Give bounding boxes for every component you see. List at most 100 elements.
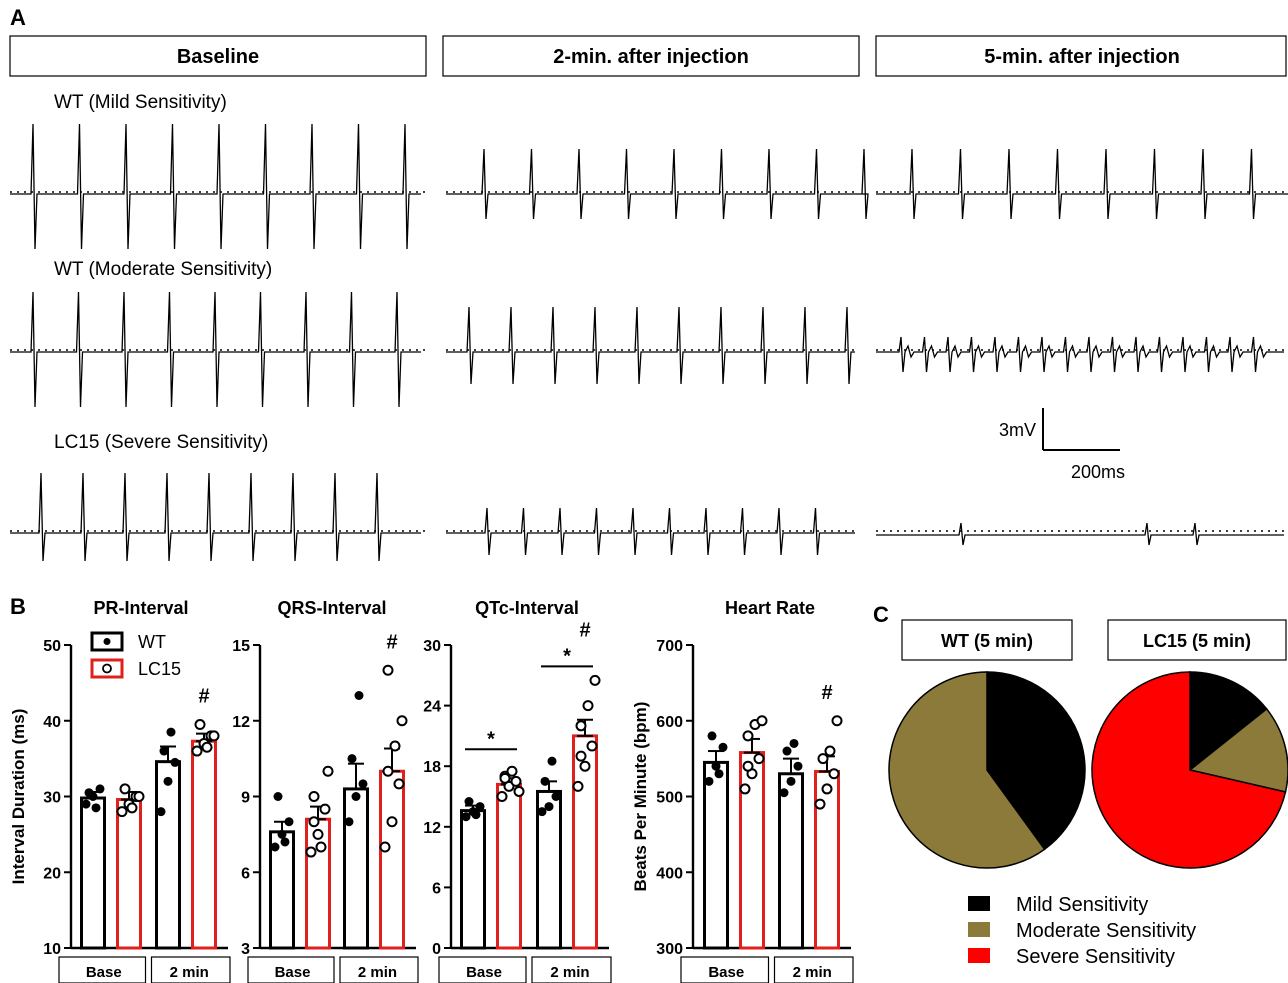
data-point <box>393 778 405 790</box>
data-point <box>756 715 768 727</box>
y-tick-label: 18 <box>423 759 441 776</box>
group-box <box>773 956 854 983</box>
group-label: Base <box>708 964 744 981</box>
data-point <box>586 740 598 752</box>
pie-charts: WT (5 min) LC15 (5 min) <box>888 619 1288 869</box>
ecg-trace <box>10 291 421 408</box>
trace-row-label-wt-mild: WT (Mild Sensitivity) <box>54 92 227 113</box>
chart-title: Heart Rate <box>725 598 815 618</box>
data-point <box>386 816 398 828</box>
data-point <box>277 829 287 839</box>
y-tick-label: 700 <box>656 638 683 655</box>
data-point <box>782 746 792 756</box>
pie-slice <box>888 671 1046 869</box>
pie-slice <box>986 671 1086 851</box>
group-label: Base <box>275 964 311 981</box>
data-point <box>742 730 754 742</box>
group-box <box>339 956 419 983</box>
data-point <box>704 776 714 786</box>
data-point <box>575 720 587 732</box>
ecg-trace <box>446 306 855 385</box>
column-header-baseline-box <box>9 35 427 77</box>
y-tick-label: 600 <box>656 714 683 731</box>
column-header-5min-box <box>875 35 1287 77</box>
hash-marker: # <box>198 686 209 708</box>
data-point <box>308 791 320 802</box>
data-point <box>116 806 128 818</box>
ecg-traces <box>10 123 1288 562</box>
legend-lc15-label: LC15 <box>138 659 181 679</box>
legend-moderate-swatch <box>968 922 990 937</box>
y-tick-label: 30 <box>423 638 441 655</box>
data-point <box>163 776 173 786</box>
data-point <box>273 792 283 801</box>
data-point <box>789 738 799 748</box>
bar <box>460 809 486 950</box>
y-tick-label: 6 <box>241 865 250 882</box>
ecg-trace <box>876 336 1284 373</box>
y-tick-label: 12 <box>232 714 250 731</box>
data-point <box>506 765 518 777</box>
data-point <box>270 842 280 852</box>
pie-legend: Mild Sensitivity Moderate Sensitivity Se… <box>968 894 1196 968</box>
data-point <box>305 846 317 858</box>
data-point <box>284 817 294 827</box>
trace-row-label-lc15-severe: LC15 (Severe Sensitivity) <box>54 432 268 453</box>
chart-title: QTc-Interval <box>475 598 579 618</box>
data-point <box>354 691 364 700</box>
group-box <box>531 956 612 983</box>
data-point <box>319 803 331 815</box>
data-point <box>513 785 525 797</box>
data-point <box>126 802 138 814</box>
bar-legend: WT LC15 <box>90 631 181 679</box>
bar <box>703 760 729 950</box>
column-header-baseline: Baseline <box>177 46 259 68</box>
data-point <box>91 803 101 813</box>
data-point <box>572 780 584 792</box>
bar <box>80 796 106 950</box>
bar <box>155 760 181 950</box>
data-point <box>793 761 803 771</box>
y-tick-label: 500 <box>656 790 683 807</box>
data-point <box>315 841 327 853</box>
bar <box>379 769 405 950</box>
data-point <box>496 791 508 802</box>
data-point <box>718 742 728 752</box>
data-point <box>464 797 474 807</box>
ecg-trace <box>446 507 855 556</box>
y-axis-label: Interval Duration (ms) <box>9 709 28 885</box>
bar <box>191 739 217 950</box>
group-label: 2 min <box>170 964 209 981</box>
data-point <box>312 828 324 840</box>
ecg-trace <box>876 522 1284 546</box>
y-tick-label: 50 <box>43 638 61 655</box>
legend-severe-swatch <box>968 948 990 963</box>
data-point <box>575 750 587 762</box>
data-point <box>739 783 751 795</box>
y-tick-label: 9 <box>241 790 250 807</box>
bar <box>739 751 765 950</box>
ecg-trace <box>10 472 421 562</box>
significance-star: * <box>563 645 571 667</box>
data-point <box>551 792 561 801</box>
group-box <box>150 956 231 983</box>
y-tick-label: 30 <box>43 790 61 807</box>
ecg-trace <box>10 123 421 250</box>
data-point <box>753 753 765 765</box>
legend-wt-marker <box>103 638 111 645</box>
hash-marker: # <box>579 619 590 641</box>
data-point <box>170 757 180 767</box>
pie-title-box <box>1107 619 1287 661</box>
data-point <box>475 802 485 812</box>
group-label: 2 min <box>550 964 589 981</box>
bar <box>116 798 142 950</box>
y-tick-label: 15 <box>232 638 250 655</box>
data-point <box>351 792 361 801</box>
panel-a-letter: A <box>10 5 26 30</box>
data-point <box>471 810 481 820</box>
data-point <box>831 715 843 727</box>
group-box <box>438 956 527 983</box>
panel-c-letter: C <box>873 602 889 627</box>
bar <box>814 770 840 950</box>
data-point <box>347 754 357 764</box>
